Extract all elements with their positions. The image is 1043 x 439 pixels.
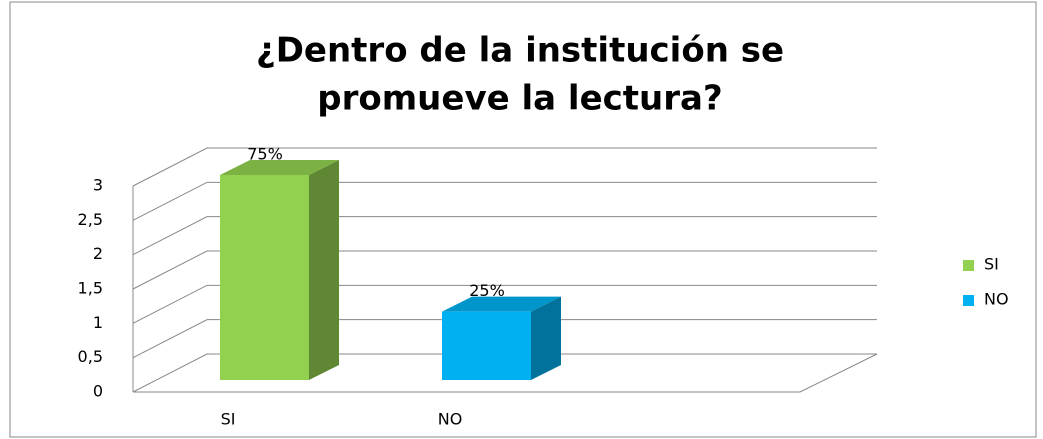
chart-title: promueve la lectura?	[317, 79, 722, 119]
bar-side	[531, 296, 561, 380]
bar	[220, 175, 309, 380]
grid-line	[132, 216, 877, 256]
bar-top	[442, 296, 561, 312]
grid-line	[132, 284, 877, 324]
floor	[132, 353, 878, 393]
bar-side	[309, 160, 339, 380]
y-tick-label: 1,5	[78, 279, 103, 298]
y-tick-label: 2	[93, 244, 103, 263]
value-label: 75%	[247, 145, 283, 164]
y-tick-label: 0,5	[78, 347, 103, 366]
bar	[442, 311, 531, 380]
y-tick-label: 1	[93, 313, 103, 332]
value-label: 25%	[469, 281, 505, 300]
grid-line	[132, 147, 877, 187]
y-tick-label: 3	[93, 176, 103, 195]
chart-title: ¿Dentro de la institución se	[256, 31, 784, 71]
grid-line	[132, 250, 877, 290]
x-tick-label: NO	[438, 410, 463, 429]
legend-swatch	[963, 295, 974, 306]
legend-label: SI	[984, 255, 999, 274]
grid-line	[132, 319, 877, 359]
x-tick-label: SI	[221, 410, 236, 429]
legend-label: NO	[984, 290, 1009, 309]
y-tick-label: 0	[93, 382, 103, 401]
y-tick-label: 2,5	[78, 210, 103, 229]
grid-line	[132, 181, 877, 221]
bar-top	[220, 160, 339, 175]
legend-swatch	[963, 260, 974, 271]
